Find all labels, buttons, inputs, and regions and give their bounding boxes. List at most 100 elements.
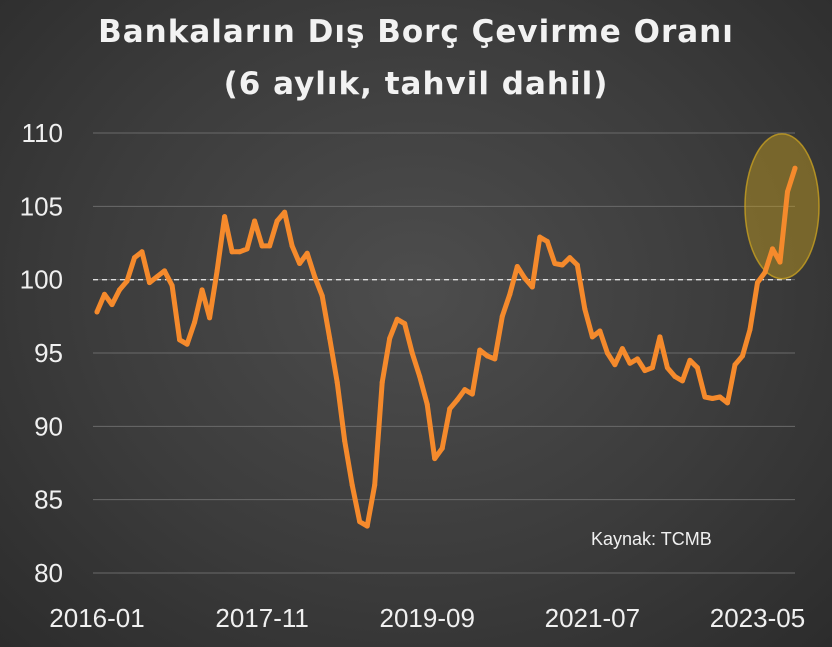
data-point: [192, 319, 198, 325]
data-point: [777, 259, 783, 265]
data-point: [402, 321, 408, 327]
data-point: [154, 274, 160, 280]
y-tick-label: 100: [20, 265, 63, 295]
chart-title: Bankaların Dış Borç Çevirme Oranı: [98, 14, 734, 50]
data-point: [244, 246, 250, 252]
x-tick-label: 2019-09: [380, 603, 475, 633]
data-point: [709, 395, 715, 401]
data-point: [702, 394, 708, 400]
data-point: [162, 268, 168, 274]
data-point: [177, 337, 183, 343]
data-point: [432, 456, 438, 462]
data-point: [507, 291, 513, 297]
data-point: [747, 327, 753, 333]
data-point: [169, 283, 175, 289]
data-point: [784, 189, 790, 195]
data-point: [462, 387, 468, 393]
data-point: [222, 214, 228, 220]
data-point: [679, 378, 685, 384]
data-point: [424, 401, 430, 407]
data-point: [619, 346, 625, 352]
data-point: [567, 255, 573, 261]
data-point: [552, 261, 558, 267]
data-point: [394, 316, 400, 322]
data-point: [379, 379, 385, 385]
data-point: [792, 165, 798, 171]
x-tick-label: 2017-11: [215, 603, 309, 633]
data-point: [102, 291, 108, 297]
data-point: [724, 400, 730, 406]
data-point: [657, 334, 663, 340]
data-point: [417, 373, 423, 379]
x-tick-label: 2023-05: [710, 603, 805, 633]
data-point: [672, 373, 678, 379]
data-point: [312, 274, 318, 280]
data-point: [604, 350, 610, 356]
data-point: [582, 306, 588, 312]
data-point: [214, 268, 220, 274]
data-point: [687, 357, 693, 363]
data-point: [349, 482, 355, 488]
data-point: [124, 278, 130, 284]
data-point: [409, 350, 415, 356]
data-point: [364, 523, 370, 529]
data-point: [762, 269, 768, 275]
data-point: [139, 249, 145, 255]
data-point: [304, 250, 310, 256]
data-point: [754, 280, 760, 286]
data-point: [229, 249, 235, 255]
data-point: [289, 243, 295, 249]
highlight-ellipse: [744, 133, 820, 280]
data-point: [132, 255, 138, 261]
data-point: [117, 287, 123, 293]
data-point: [544, 239, 550, 245]
data-point: [522, 275, 528, 281]
data-point: [589, 334, 595, 340]
data-point: [537, 234, 543, 240]
y-tick-label: 95: [34, 338, 63, 368]
data-point: [627, 360, 633, 366]
data-point: [184, 341, 190, 347]
data-point: [207, 315, 213, 321]
data-point: [514, 263, 520, 269]
data-point: [492, 356, 498, 362]
data-point: [237, 249, 243, 255]
data-point: [297, 261, 303, 267]
data-point: [387, 335, 393, 341]
data-point: [109, 302, 115, 308]
data-point: [439, 445, 445, 451]
y-tick-label: 110: [22, 118, 63, 148]
x-tick-label: 2021-07: [545, 603, 640, 633]
data-point: [642, 368, 648, 374]
data-point: [94, 309, 100, 315]
data-point: [334, 379, 340, 385]
data-point: [649, 365, 655, 371]
data-point: [259, 243, 265, 249]
chart-subtitle: (6 aylık, tahvil dahil): [223, 66, 609, 102]
data-point: [274, 218, 280, 224]
data-point: [612, 362, 618, 368]
data-point: [739, 353, 745, 359]
data-point: [267, 243, 273, 249]
x-tick-label: 2016-01: [49, 603, 144, 633]
data-point: [147, 280, 153, 286]
data-point: [477, 347, 483, 353]
y-tick-label: 85: [34, 485, 63, 515]
data-point: [469, 391, 475, 397]
data-point: [252, 218, 258, 224]
data-point: [597, 328, 603, 334]
data-point: [372, 482, 378, 488]
data-point: [769, 246, 775, 252]
data-point: [199, 287, 205, 293]
y-tick-label: 90: [34, 411, 63, 441]
data-point: [282, 209, 288, 215]
data-point: [717, 394, 723, 400]
data-point: [634, 356, 640, 362]
data-point: [447, 406, 453, 412]
data-point: [664, 365, 670, 371]
data-point: [342, 438, 348, 444]
data-point: [319, 293, 325, 299]
series-line: [94, 165, 798, 529]
